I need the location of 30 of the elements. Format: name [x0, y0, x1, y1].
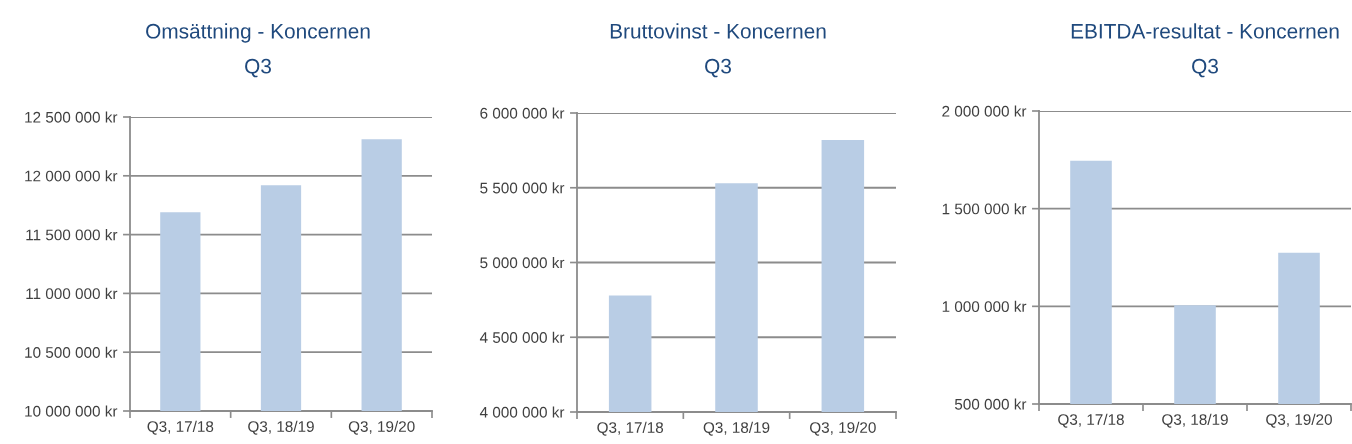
y-tick-label: 4 500 000 kr: [479, 331, 565, 343]
y-tick-label: 1 500 000 kr: [942, 203, 1027, 215]
y-tick-label: 6 000 000 kr: [480, 107, 565, 119]
x-tick-label: Q3, 17/18: [1058, 413, 1124, 428]
chart-title: Omsättning - Koncernen: [146, 23, 370, 43]
y-tick-label: 4 000 000 kr: [479, 406, 565, 418]
chart-subtitle: Q3: [1192, 58, 1218, 78]
y-tick-label: 11 000 000 kr: [26, 287, 118, 300]
y-tick-label: 5 000 000 kr: [480, 256, 565, 269]
chart-title: Bruttovinst - Koncernen: [610, 23, 826, 39]
y-tick-label: 500 000 kr: [954, 398, 1027, 410]
chart-title: EBITDA-resultat - Koncernen: [1071, 23, 1339, 39]
y-tick-label: 2 000 000 kr: [942, 105, 1027, 117]
x-tick-label: Q3, 18/19: [703, 421, 770, 436]
x-tick-label: Q3, 17/18: [597, 421, 664, 436]
x-tick-label: Q3, 18/19: [1162, 413, 1228, 428]
y-tick-label: 10 500 000 kr: [25, 346, 118, 358]
y-tick-label: 12 000 000 kr: [25, 170, 118, 182]
x-tick-label: Q3, 18/19: [248, 420, 314, 435]
y-tick-label: 1 000 000 kr: [942, 300, 1027, 313]
chart-subtitle: Q3: [705, 58, 731, 78]
y-tick-label: 12 500 000 kr: [25, 111, 118, 123]
y-tick-label: 10 000 000 kr: [25, 405, 118, 417]
x-tick-label: Q3, 19/20: [810, 421, 876, 436]
chart-subtitle: Q3: [245, 58, 271, 78]
y-tick-label: 11 500 000 kr: [26, 229, 118, 241]
x-tick-label: Q3, 17/18: [147, 420, 214, 435]
y-tick-label: 5 500 000 kr: [480, 182, 565, 194]
x-tick-label: Q3, 19/20: [348, 420, 415, 435]
x-tick-label: Q3, 19/20: [1266, 413, 1332, 428]
